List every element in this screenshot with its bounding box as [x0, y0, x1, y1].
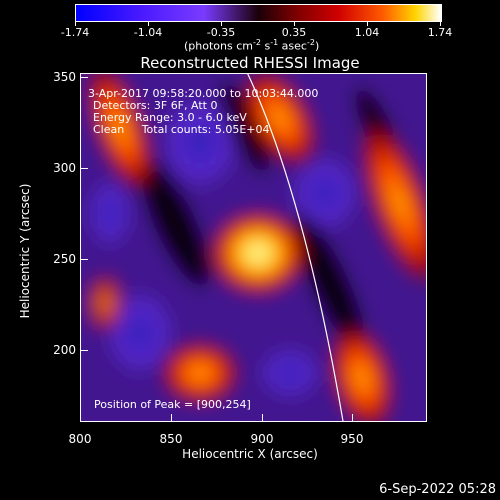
units-text: (photons cm	[184, 39, 253, 53]
colorbar-tick-label: -0.35	[206, 26, 236, 39]
colorbar-tick-label: -1.74	[60, 26, 90, 39]
y-axis-label: Heliocentric Y (arcsec)	[18, 183, 32, 319]
colorbar	[75, 4, 442, 22]
colorbar-tick	[294, 21, 295, 26]
y-tick	[80, 259, 88, 260]
units-text: s	[260, 39, 271, 53]
rhessi-image	[80, 73, 427, 422]
units-text: )	[314, 39, 320, 53]
rhessi-image-svg	[80, 73, 427, 422]
y-tick	[80, 350, 88, 351]
y-tick	[80, 77, 88, 78]
info-time-range: 3-Apr-2017 09:58:20.000 to 10:03:44.000	[88, 87, 319, 100]
colorbar-tick	[221, 21, 222, 26]
colorbar-tick	[367, 21, 368, 26]
info-detectors: Detectors: 3F 6F, Att 0	[93, 99, 218, 112]
plot-title: Reconstructed RHESSI Image	[140, 54, 360, 72]
colorbar-tick	[148, 21, 149, 26]
x-tick	[80, 414, 81, 422]
info-peak-position: Position of Peak = [900,254]	[94, 398, 251, 411]
x-tick	[262, 414, 263, 422]
x-tick	[352, 414, 353, 422]
info-energy: Energy Range: 3.0 - 6.0 keV	[93, 111, 247, 124]
y-tick-label: 350	[53, 70, 76, 84]
units-sup: -2	[306, 38, 315, 47]
x-tick-label: 950	[340, 432, 364, 446]
y-tick-label: 200	[53, 343, 76, 357]
x-tick-label: 850	[159, 432, 183, 446]
y-tick-label: 300	[53, 161, 76, 175]
colorbar-tick-label: 1.74	[427, 26, 453, 39]
units-sup: -1	[270, 38, 279, 47]
footer-timestamp: 6-Sep-2022 05:28	[379, 482, 496, 497]
x-tick	[171, 414, 172, 422]
colorbar-tick	[75, 21, 76, 26]
colorbar-tick-label: 0.35	[281, 26, 307, 39]
y-tick	[80, 168, 88, 169]
colorbar-tick-label: -1.04	[133, 26, 163, 39]
y-tick-label: 250	[53, 252, 76, 266]
colorbar-tick-label: 1.04	[354, 26, 380, 39]
units-sup: -2	[252, 38, 261, 47]
colorbar-tick	[440, 21, 441, 26]
x-tick-label: 800	[68, 432, 92, 446]
colorbar-units: (photons cm-2 s-1 asec-2)	[184, 38, 319, 53]
solar-limb-line	[246, 73, 344, 422]
x-axis-label: Heliocentric X (arcsec)	[182, 447, 318, 461]
info-clean: Clean Total counts: 5.05E+04	[93, 123, 270, 136]
units-text: asec	[278, 39, 307, 53]
x-tick-label: 900	[250, 432, 274, 446]
